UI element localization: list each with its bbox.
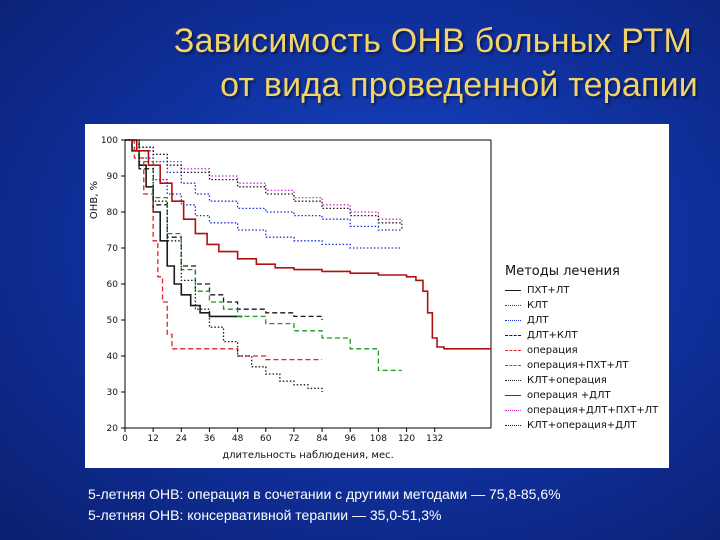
legend-item: КЛТ [505,298,665,313]
legend-label: операция+ПХТ+ЛТ [527,360,629,371]
y-tick-label: 20 [107,424,119,434]
legend-swatch [505,395,521,396]
legend: Методы лечения ПХТ+ЛТ КЛТ ДЛТ ДЛТ+КЛТ операц… [505,264,665,433]
x-tick-label: 0 [122,434,128,444]
y-tick-label: 50 [107,316,119,326]
series-line [125,139,323,361]
footer-line-1: 5-летняя ОНВ: операция в сочетании с дру… [88,486,561,502]
legend-item: КЛТ+операция [505,373,665,388]
series-line [125,139,243,318]
legend-item: операция+ДЛТ+ПХТ+ЛТ [505,403,665,418]
x-tick-label: 12 [147,434,158,444]
y-tick-label: 100 [101,136,118,146]
legend-item: операция [505,343,665,358]
legend-item: ДЛТ [505,313,665,328]
x-tick-label: 24 [176,434,188,444]
x-tick-label: 60 [260,434,272,444]
legend-label: КЛТ [527,300,548,311]
x-tick-label: 108 [370,434,387,444]
survival-chart: 20 30 40 50 60 70 80 90 100 0 12 24 36 48 60 72 84 96 108 1… [89,136,492,461]
legend-swatch [505,380,521,381]
y-tick-label: 90 [107,172,119,182]
footer-line-2: 5-летняя ОНВ: консервативной терапии — 3… [88,507,442,523]
legend-label: ПХТ+ЛТ [527,285,570,296]
x-tick-label: 84 [316,434,328,444]
series-line [125,139,403,230]
legend-item: ПХТ+ЛТ [505,283,665,298]
x-axis-label: длительность наблюдения, мес. [222,450,394,461]
title-line-2: от вида проведенной терапии [220,66,698,104]
legend-item: операция +ДЛТ [505,388,665,403]
y-axis-label: ОНВ, % [89,181,100,219]
legend-swatch [505,425,521,426]
legend-swatch [505,410,521,411]
x-tick-label: 72 [288,434,299,444]
x-tick-label: 132 [426,434,443,444]
legend-swatch [505,365,521,366]
y-tick-label: 30 [107,388,119,398]
legend-item: операция+ПХТ+ЛТ [505,358,665,373]
y-tick-label: 40 [107,352,119,362]
legend-swatch [505,305,521,306]
legend-label: КЛТ+операция [527,375,607,386]
series-line [125,139,491,350]
legend-label: операция +ДЛТ [527,390,611,401]
y-tick-label: 80 [107,208,119,218]
x-tick-label: 36 [204,434,216,444]
legend-swatch [505,350,521,351]
series-line [125,139,323,320]
legend-label: ДЛТ [527,315,549,326]
series-line [125,139,402,249]
legend-label: операция+ДЛТ+ПХТ+ЛТ [527,405,659,416]
series-line [125,139,402,372]
y-tick-label: 60 [107,280,119,290]
legend-swatch [505,290,521,291]
x-tick-label: 96 [345,434,357,444]
x-tick-label: 48 [232,434,244,444]
legend-label: операция [527,345,578,356]
series-line [125,139,402,231]
legend-label: КЛТ+операция+ДЛТ [527,420,637,431]
x-tick-label: 120 [398,434,415,444]
legend-label: ДЛТ+КЛТ [527,330,578,341]
chart-panel: 20 30 40 50 60 70 80 90 100 0 12 24 36 48 60 72 84 96 108 1… [85,124,669,468]
legend-item: КЛТ+операция+ДЛТ [505,418,665,433]
series-line [125,139,403,223]
title-line-1: Зависимость ОНВ больных РТМ [173,22,692,60]
legend-item: ДЛТ+КЛТ [505,328,665,343]
legend-title: Методы лечения [505,264,620,279]
legend-swatch [505,320,521,321]
series-line [125,139,323,392]
legend-swatch [505,335,521,336]
y-tick-label: 70 [107,244,119,254]
